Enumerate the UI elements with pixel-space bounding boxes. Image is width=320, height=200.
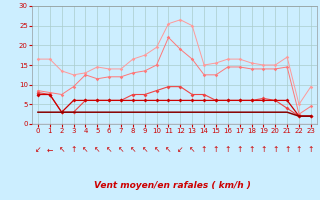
Text: ↖: ↖ [118,146,124,154]
Text: ↖: ↖ [130,146,136,154]
Text: ↑: ↑ [260,146,267,154]
Text: ↑: ↑ [284,146,290,154]
Text: ↑: ↑ [296,146,302,154]
Text: ↖: ↖ [189,146,196,154]
Text: ↖: ↖ [94,146,100,154]
Text: ↙: ↙ [35,146,41,154]
Text: ↑: ↑ [272,146,278,154]
Text: ←: ← [47,146,53,154]
Text: ↖: ↖ [165,146,172,154]
Text: ↑: ↑ [308,146,314,154]
Text: ↑: ↑ [236,146,243,154]
Text: ↖: ↖ [59,146,65,154]
Text: Vent moyen/en rafales ( km/h ): Vent moyen/en rafales ( km/h ) [94,182,251,190]
Text: ↑: ↑ [201,146,207,154]
Text: ↖: ↖ [106,146,112,154]
Text: ↑: ↑ [70,146,77,154]
Text: ↑: ↑ [248,146,255,154]
Text: ↖: ↖ [141,146,148,154]
Text: ↙: ↙ [177,146,184,154]
Text: ↑: ↑ [213,146,219,154]
Text: ↖: ↖ [82,146,89,154]
Text: ↖: ↖ [153,146,160,154]
Text: ↑: ↑ [225,146,231,154]
